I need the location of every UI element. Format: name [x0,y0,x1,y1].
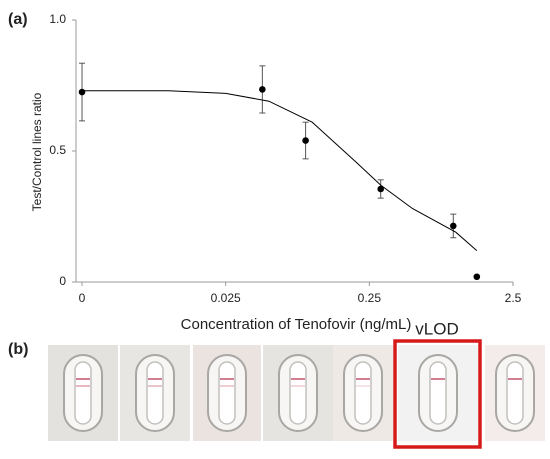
strip-slot [354,361,372,425]
fit-curve [82,90,478,251]
y-tick-label: 1.0 [49,12,66,26]
annotation: vLOD [415,319,458,338]
strip-slot [506,361,524,425]
panel-label: (b) [8,341,28,358]
strip-slot [429,361,447,425]
panel-label: (a) [8,11,28,28]
test-strips [48,345,545,441]
strip-slot [218,361,236,425]
x-tick-label: 0 [79,291,86,305]
data-point [473,273,481,281]
x-tick-label: 2.5 [505,291,522,305]
data-point [302,137,309,144]
highlight-box [393,339,482,449]
strip-slot [74,361,92,425]
strip-slot [146,361,164,425]
data-point [377,185,385,193]
data-point [78,88,86,96]
y-axis-label: Test/Control lines ratio [30,92,44,211]
data-point [449,222,457,230]
x-tick-label: 0.025 [211,291,241,305]
data-point [259,86,266,93]
x-tick-label: 0.25 [358,291,382,305]
y-tick-label: 0.5 [49,143,66,157]
y-tick-label: 0 [59,274,66,288]
strip-slot [289,361,307,425]
x-axis-label: Concentration of Tenofovir (ng/mL) [181,316,412,333]
